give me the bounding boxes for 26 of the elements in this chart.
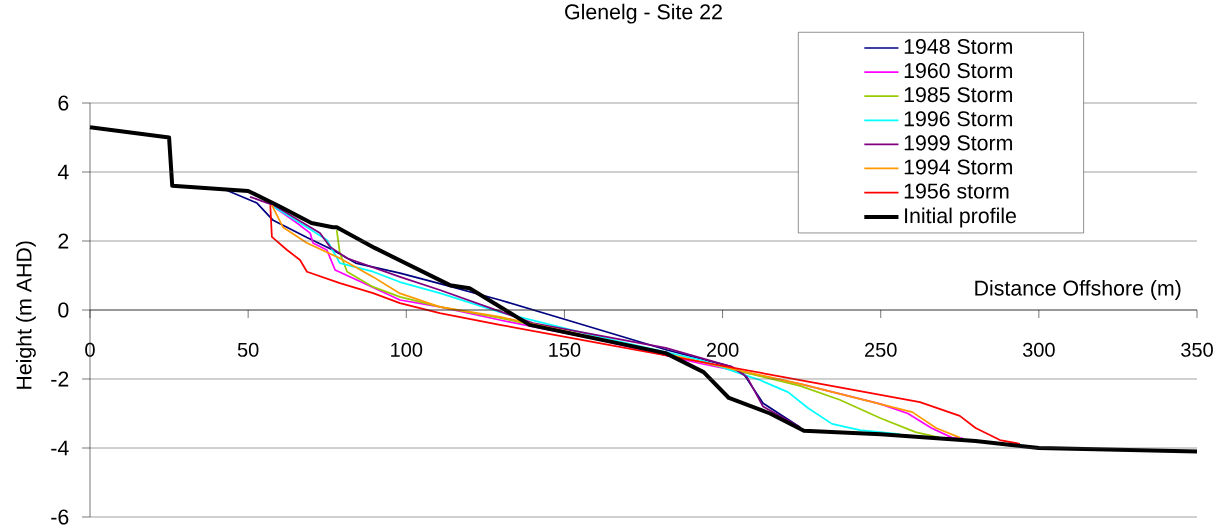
legend-label: 1996 Storm (904, 111, 1012, 127)
x-tick-label: 200 (706, 342, 739, 357)
legend-label: 1994 Storm (904, 159, 1012, 175)
y-tick-label: -6 (51, 509, 69, 525)
x-tick-label: 150 (549, 342, 581, 357)
chart-title: Glenelg - Site 22 (565, 3, 722, 24)
legend-label: Initial profile (905, 207, 1016, 228)
y-tick-label: 0 (58, 302, 69, 318)
legend-label: 1985 Storm (904, 87, 1012, 103)
x-tick-label: 100 (391, 342, 423, 357)
x-tick-label: 50 (237, 342, 259, 357)
y-tick-label: -4 (51, 440, 69, 456)
x-tick-label: 300 (1022, 342, 1055, 357)
x-tick-label: 350 (1181, 342, 1213, 357)
legend-label: 1956 storm (904, 183, 1009, 199)
y-tick-label: 2 (58, 233, 69, 249)
legend-label: 1948 Storm (904, 38, 1012, 55)
x-tick-label: 250 (865, 342, 897, 357)
x-tick-label: 0 (85, 342, 95, 357)
x-axis-title: Distance Offshore (m) (975, 280, 1181, 300)
y-axis-title: Height (m AHD) (15, 241, 36, 389)
y-tick-label: 6 (58, 95, 69, 111)
legend-label: 1999 Storm (904, 135, 1012, 151)
y-tick-label: -2 (51, 371, 69, 387)
legend-label: 1960 Storm (904, 63, 1012, 79)
y-tick-label: 4 (57, 164, 69, 180)
